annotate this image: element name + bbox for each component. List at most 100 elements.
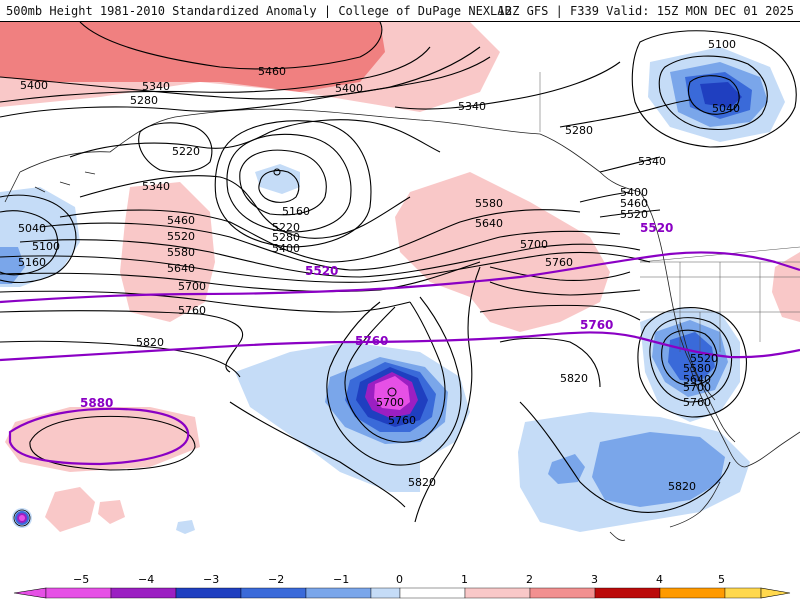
ref-contour-label: 5520 xyxy=(305,264,338,278)
contour-label: 5280 xyxy=(565,124,593,137)
contour-label: 5760 xyxy=(388,414,416,427)
canada-border xyxy=(539,72,800,263)
colorbar-negative-segments xyxy=(13,587,401,599)
colorbar-seg xyxy=(240,587,307,599)
colorbar-tick: 5 xyxy=(718,573,725,586)
contour-baja-low-3 xyxy=(661,329,718,386)
colorbar-tick: −3 xyxy=(203,573,219,586)
reference-contour-labels: 5520 5520 5760 5760 5880 xyxy=(80,221,673,410)
colorbar-tick: −1 xyxy=(333,573,349,586)
contour-northeast-low-3 xyxy=(687,75,740,115)
contour-label: 5700 xyxy=(520,238,548,251)
anomaly-pos1-south-patch-1 xyxy=(45,487,95,532)
contour-5460-mid xyxy=(39,222,621,271)
contour-5700-mid xyxy=(0,290,411,313)
colorbar-positive-segments xyxy=(399,587,791,599)
coastline-baja-peninsula xyxy=(679,321,716,401)
contour-low-gulf-4 xyxy=(214,120,372,248)
coastline-aleutians xyxy=(4,171,96,203)
contour-label: 5580 xyxy=(475,197,503,210)
contour-trough-central-1 xyxy=(344,301,446,443)
contour-ne-lines-3 xyxy=(599,209,661,218)
colorbar-seg xyxy=(45,587,112,599)
contour-label: 5460 xyxy=(167,214,195,227)
contour-west-low-1 xyxy=(0,194,77,284)
contour-5340-nw2 xyxy=(394,61,621,110)
contour-5760-right xyxy=(479,304,641,321)
colorbar-seg xyxy=(370,587,401,599)
colorbar-seg xyxy=(659,587,726,599)
contour-label: 5820 xyxy=(408,476,436,489)
contour-label: 5640 xyxy=(167,262,195,275)
colorbar-seg xyxy=(529,587,596,599)
colorbar-arrow-left xyxy=(13,587,47,599)
colorbar-arrow-right xyxy=(760,587,791,599)
colorbar-seg xyxy=(464,587,531,599)
contour-5580-right xyxy=(489,266,631,281)
colorbar-tick: 2 xyxy=(526,573,533,586)
anomaly-pos1-east-edge xyxy=(772,252,800,322)
contour-label: 5160 xyxy=(18,256,46,269)
contour-label: 5760 xyxy=(545,256,573,269)
contour-label: 5460 xyxy=(620,197,648,210)
contour-label: 5280 xyxy=(272,231,300,244)
colorbar-tick: 3 xyxy=(591,573,598,586)
anomaly-neg4-northeast xyxy=(700,82,742,108)
contour-5820-southeast xyxy=(519,401,731,513)
contour-label: 5340 xyxy=(638,155,666,168)
anomaly-pos1-west xyxy=(120,182,215,322)
contour-label: 5340 xyxy=(142,80,170,93)
contour-label: 5700 xyxy=(683,381,711,394)
contour-label: 5220 xyxy=(172,145,200,158)
colorbar-seg xyxy=(399,587,466,599)
contour-label: 5820 xyxy=(560,372,588,385)
contour-trough-central-2 xyxy=(326,296,462,466)
contour-label: 5340 xyxy=(458,100,486,113)
contour-5820-west xyxy=(0,340,241,378)
coastline-alaska xyxy=(19,108,641,193)
coastline-mexico xyxy=(689,366,800,468)
ref-contour-5520 xyxy=(0,251,800,304)
contour-label: 5160 xyxy=(282,205,310,218)
colorbar-tick: 4 xyxy=(656,573,663,586)
contour-labels: 5400 5460 5400 5280 5340 5340 5280 5100 … xyxy=(18,38,740,493)
contour-northeast-low-2 xyxy=(658,55,768,131)
contour-label: 5520 xyxy=(690,352,718,365)
contour-5400-mid xyxy=(59,209,581,263)
contour-5340-north xyxy=(0,46,431,103)
contour-5280-north xyxy=(0,56,491,118)
contour-ne-lines-2 xyxy=(579,191,631,203)
colorbar-seg xyxy=(110,587,177,599)
contour-label: 5820 xyxy=(136,336,164,349)
contour-northeast-low-1 xyxy=(631,30,797,148)
reference-contours xyxy=(0,251,800,466)
contour-label: 5460 xyxy=(258,65,286,78)
colorbar-seg xyxy=(175,587,242,599)
contour-5220-alaska-low xyxy=(138,122,213,173)
anomaly-neg6-central-low xyxy=(374,376,410,410)
ref-contour-label: 5760 xyxy=(580,318,613,332)
ref-contour-5880 xyxy=(8,407,190,466)
colorbar-tick: 0 xyxy=(396,573,403,586)
colorbar-tick: 1 xyxy=(461,573,468,586)
contour-label: 5400 xyxy=(620,186,648,199)
contour-label: 5640 xyxy=(683,373,711,386)
model-run-valid-time: 12Z GFS | F339 Valid: 15Z MON DEC 01 202… xyxy=(497,4,794,18)
contour-label: 5580 xyxy=(167,246,195,259)
colorbar-tick: −5 xyxy=(73,573,89,586)
contour-5640-mid xyxy=(0,261,481,293)
contour-label: 5280 xyxy=(130,94,158,107)
contour-5580-mid xyxy=(0,251,651,283)
contour-5520-mid xyxy=(19,239,641,278)
us-state-borders xyxy=(640,261,800,352)
contour-label: 5220 xyxy=(272,221,300,234)
contour-baja-low-1 xyxy=(649,317,733,403)
height-contours xyxy=(0,22,797,523)
contour-low-gulf-2 xyxy=(258,169,300,203)
anomaly-pos2-north-pacific xyxy=(0,22,385,92)
contour-5820-right xyxy=(499,337,601,388)
anomaly-neg1-gulf-low xyxy=(255,164,300,194)
colorbar-tick: −4 xyxy=(138,573,154,586)
anomaly-colorbar: −5 −4 −3 −2 −1 0 1 2 3 4 5 xyxy=(0,570,800,600)
contour-5820-south xyxy=(229,401,406,508)
